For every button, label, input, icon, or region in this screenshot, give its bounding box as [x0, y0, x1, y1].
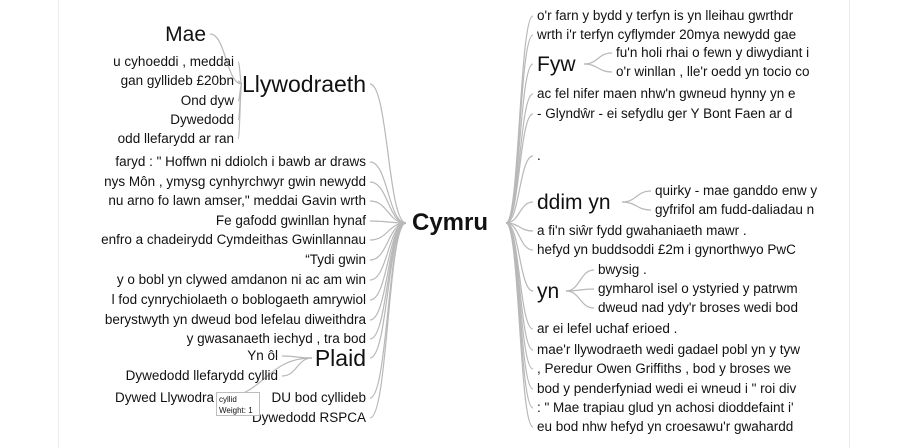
left-phrase[interactable]: DU bod cyllideb — [271, 390, 366, 405]
right-phrase[interactable]: o'r farn y bydd y terfyn is yn lleihau g… — [537, 8, 794, 23]
left-leaf-mae[interactable]: Mae — [165, 22, 206, 46]
right-branch-fyw[interactable]: Fyw — [537, 52, 576, 76]
right-phrase[interactable]: : " Mae trapiau glud yn achosi dioddefai… — [537, 400, 794, 415]
root-word[interactable]: Cymru — [412, 209, 489, 236]
link-root-left — [369, 222, 407, 359]
left-leaf[interactable]: gan gyllideb £20bn — [120, 73, 234, 88]
left-phrase[interactable]: Fe gafodd gwinllan hynaf — [215, 213, 366, 228]
link-root-right — [505, 63, 534, 224]
link-plaid-child — [281, 357, 313, 377]
right-phrase[interactable]: ac fel nifer maen nhw'n gwneud hynny yn … — [537, 86, 796, 101]
link-yn-child — [565, 290, 595, 309]
link-root-right — [505, 155, 534, 224]
right-leaf[interactable]: gyfrifol am fudd-daliadau n — [655, 202, 815, 217]
tree-frame — [58, 0, 850, 448]
link-fyw-child — [583, 63, 613, 73]
left-leaf[interactable]: Dywedodd — [170, 112, 234, 127]
left-phrase[interactable]: berystwyth yn dweud bod lefelau diweithd… — [104, 312, 366, 327]
link-root-left — [369, 222, 407, 419]
hover-tooltip: cyllid Weight: 1 — [216, 392, 260, 416]
left-leaf[interactable]: Dywed Llywodra — [114, 390, 214, 405]
link-root-left — [369, 181, 407, 224]
right-branch-ddim-yn[interactable]: ddim yn — [537, 190, 611, 214]
link-root-left — [369, 222, 407, 399]
link-root-right — [505, 222, 534, 409]
left-phrase[interactable]: “Tydi gwin — [305, 252, 366, 267]
right-phrase[interactable]: , Peredur Owen Griffiths , bod y broses … — [537, 361, 792, 376]
link-llywodraeth-child — [237, 83, 243, 140]
right-phrase[interactable]: hefyd yn buddsoddi £2m i gynorthwyo PwC — [537, 242, 796, 257]
right-phrase[interactable]: bod y penderfyniad wedi ei wneud i " roi… — [537, 381, 797, 396]
left-branch-llywodraeth[interactable]: Llywodraeth — [241, 70, 366, 97]
right-phrase[interactable]: a fi'n siŵr fydd gwahaniaeth mawr . — [537, 223, 747, 238]
tooltip-weight: Weight: 1 — [219, 406, 253, 415]
link-root-right — [505, 222, 534, 370]
link-root-right — [505, 34, 534, 224]
link-root-left — [369, 83, 407, 224]
left-phrase[interactable]: y gwasanaeth iechyd , tra bod — [186, 331, 366, 346]
left-leaf[interactable]: Dywedodd llefarydd cyllid — [125, 368, 278, 383]
link-root-right — [505, 222, 534, 292]
link-ddim-yn-child — [621, 201, 652, 211]
link-root-right — [505, 113, 534, 224]
link-fyw-child — [583, 52, 613, 65]
left-phrase[interactable]: enfro a chadeirydd Cymdeithas Gwinllanna… — [101, 232, 366, 247]
link-root-right — [505, 201, 534, 224]
right-leaf[interactable]: bwysig . — [598, 262, 647, 277]
left-phrase[interactable]: Dywedodd RSPCA — [251, 410, 366, 425]
right-phrase[interactable]: eu bod nhw hefyd yn croesawu'r gwahardd — [537, 419, 794, 434]
right-leaf[interactable]: fu'n holi rhai o fewn y diwydiant i — [616, 45, 810, 60]
link-yn-child — [565, 269, 595, 292]
left-leaf[interactable]: odd llefarydd ar ran — [117, 131, 234, 146]
left-branch-plaid[interactable]: Plaid — [314, 344, 366, 371]
left-phrase[interactable]: l fod cynrychiolaeth o boblogaeth amrywi… — [111, 292, 366, 307]
right-leaf[interactable]: dweud nad ydy'r broses wedi bod — [598, 300, 798, 315]
right-branch-yn[interactable]: yn — [537, 279, 560, 303]
right-phrase[interactable]: wrth i'r terfyn cyflymder 20mya newydd g… — [537, 27, 797, 42]
link-root-left — [369, 161, 407, 224]
left-phrase[interactable]: nu arno fo lawn amser," meddai Gavin wrt… — [108, 193, 366, 208]
right-leaf[interactable]: o'r winllan , lle'r oedd yn tocio co — [616, 64, 810, 79]
left-phrase[interactable]: faryd : " Hoffwn ni ddiolch i bawb ar dr… — [115, 154, 366, 169]
tooltip-word: cyllid — [219, 395, 237, 404]
link-root-right — [505, 222, 534, 428]
right-leaf[interactable]: quirky - mae ganddo enw y — [655, 183, 818, 198]
right-phrase[interactable]: ar ei lefel uchaf erioed . — [537, 321, 678, 336]
right-leaf[interactable]: gymharol isel o ystyried y patrwm — [598, 281, 798, 296]
right-phrase[interactable]: . — [537, 148, 541, 163]
left-phrase[interactable]: y o bobl yn clywed amdanon ni ac am win — [116, 272, 366, 287]
link-root-left — [369, 200, 407, 224]
right-phrase[interactable]: mae'r llywodraeth wedi gadael pobl yn y … — [537, 342, 800, 357]
right-phrase[interactable]: - Glyndŵr - ei sefydlu ger Y Bont Faen a… — [537, 106, 793, 121]
link-ddim-yn-child — [621, 190, 652, 203]
link-llywodraeth-child — [209, 33, 243, 85]
left-leaf[interactable]: Ond dyw — [180, 93, 234, 108]
left-leaf[interactable]: Yn ôl — [247, 348, 278, 363]
left-phrase[interactable]: nys Môn , ymysg cynhyrchwyr gwin newydd — [104, 174, 366, 189]
left-leaf[interactable]: u cyhoeddi , meddai — [113, 54, 234, 69]
